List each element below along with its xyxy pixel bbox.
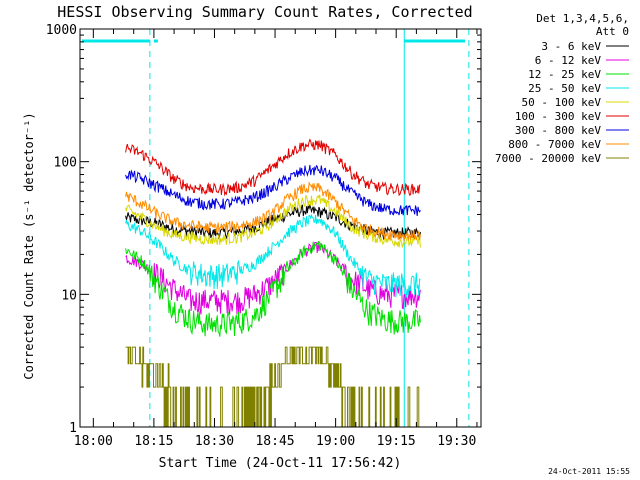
series-line-7: [125, 181, 421, 242]
x-tick-label: 18:45: [255, 434, 294, 449]
y-tick-label: 10: [61, 288, 77, 303]
footer-timestamp: 24-Oct-2011 15:55: [548, 467, 630, 476]
series-line-5: [125, 138, 421, 197]
y-axis-label: Corrected Count Rate (s⁻¹ detector⁻¹): [22, 112, 36, 379]
legend-entry-label: 6 - 12 keV: [535, 54, 602, 67]
legend-header: Att 0: [596, 25, 629, 38]
series-line-1: [125, 241, 421, 315]
legend-header: Det 1,3,4,5,6,: [536, 12, 629, 25]
legend-entry-label: 100 - 300 keV: [515, 110, 601, 123]
x-tick-label: 19:15: [377, 434, 416, 449]
series-line-6: [125, 164, 421, 217]
axes: 1 10 100 1000 18:00 18:15 18:30 18:45 19:00 19:15…: [46, 23, 482, 449]
x-tick-label: 18:00: [74, 434, 113, 449]
legend-entry-label: 800 - 7000 keV: [508, 138, 601, 151]
x-axis-label: Start Time (24-Oct-11 17:56:42): [159, 456, 402, 471]
legend-entry-label: 50 - 100 keV: [522, 96, 602, 109]
x-tick-label: 19:30: [437, 434, 476, 449]
legend-entry-label: 3 - 6 keV: [541, 40, 601, 53]
x-tick-label: 19:00: [316, 434, 355, 449]
legend-entry-label: 12 - 25 keV: [528, 68, 601, 81]
plot-area: [82, 29, 470, 428]
legend-entry-label: 300 - 800 keV: [515, 124, 601, 137]
chart-title: HESSI Observing Summary Count Rates, Cor…: [57, 3, 472, 21]
y-tick-label: 100: [54, 156, 77, 171]
x-tick-label: 18:30: [195, 434, 234, 449]
series-line-8: [125, 346, 421, 428]
legend-entry-label: 25 - 50 keV: [528, 82, 601, 95]
series-line-2: [125, 240, 421, 337]
plot-frame: [79, 28, 482, 428]
y-tick-label: 1: [69, 421, 77, 436]
legend-entry-label: 7000 - 20000 keV: [495, 152, 601, 165]
y-tick-label: 1000: [46, 23, 77, 38]
series-line-3: [125, 213, 421, 298]
x-tick-label: 18:15: [134, 434, 173, 449]
